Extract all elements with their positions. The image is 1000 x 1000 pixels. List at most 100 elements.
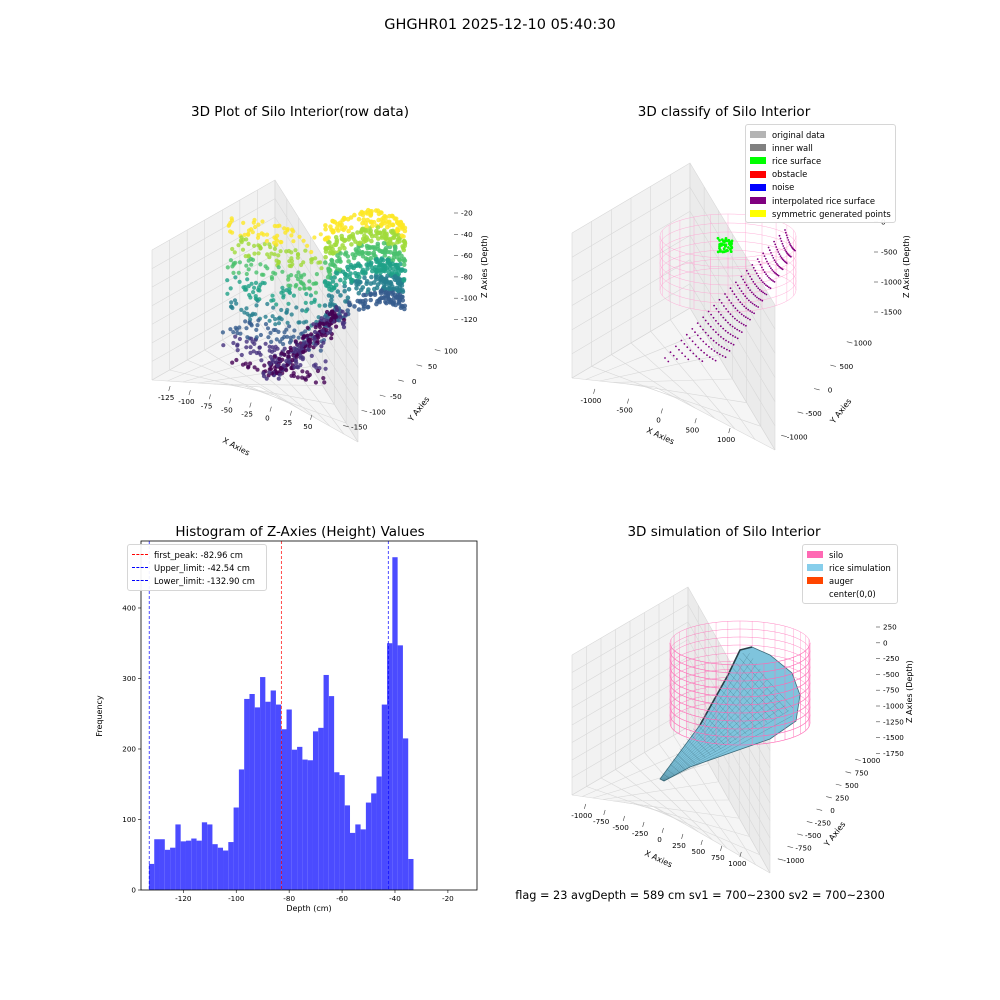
interpolated-point: [734, 327, 736, 330]
data-point: [254, 327, 259, 332]
interpolated-point: [788, 241, 791, 243]
data-point: [301, 238, 306, 243]
data-point: [332, 219, 338, 225]
interpolated-point: [789, 244, 792, 247]
histogram-bar: [159, 839, 165, 890]
data-point: [259, 231, 264, 236]
data-point: [295, 277, 301, 282]
panel1-x-ticks: -125 -100 -75 -50 -25 0 25 50: [158, 385, 313, 431]
interpolated-point: [715, 307, 718, 310]
data-point: [292, 364, 297, 370]
data-point: [282, 226, 287, 231]
pane-back-right: [275, 180, 358, 442]
interpolated-point: [723, 305, 725, 307]
histogram-bar: [185, 840, 192, 890]
interpolated-point: [785, 262, 788, 264]
data-point: [357, 274, 362, 280]
data-point: [401, 262, 407, 267]
histogram-bar: [238, 769, 245, 890]
interpolated-point: [765, 284, 767, 286]
data-point: [329, 294, 335, 299]
data-point: [334, 314, 339, 320]
interpolated-point: [686, 346, 689, 349]
interpolated-point: [704, 319, 707, 322]
data-point: [245, 277, 250, 282]
data-point: [338, 293, 343, 298]
tick-mark: [739, 851, 742, 857]
data-point: [402, 268, 408, 274]
interpolated-point: [776, 273, 779, 276]
legend-item-rice-simulation: rice simulation: [807, 561, 893, 574]
data-point: [323, 223, 328, 228]
grid-line: [204, 349, 303, 411]
panel3-histogram-chart: -120 -100 -80 -60 -40 -20 0 100 200 300 400 Depth…: [95, 540, 478, 913]
legend-item-first-peak: first_peak: -82.96 cm: [132, 548, 262, 561]
data-point: [329, 336, 334, 341]
data-point: [311, 322, 316, 327]
histogram-bar: [318, 727, 324, 890]
interpolated-point: [697, 346, 700, 349]
data-point: [275, 363, 280, 368]
data-point: [235, 348, 240, 353]
data-point: [309, 257, 314, 262]
tick-label: -150: [351, 422, 368, 431]
interpolated-point: [724, 319, 727, 322]
data-point: [393, 246, 398, 251]
data-point: [244, 339, 249, 344]
tick-label: 0: [883, 638, 888, 647]
rice-surface-point: [722, 250, 726, 254]
interpolated-point: [699, 325, 702, 328]
interpolated-point: [749, 275, 751, 278]
data-point: [273, 317, 278, 322]
histogram-y-label: Frequency: [95, 695, 104, 737]
legend-item-original-data: original data: [750, 128, 891, 141]
interpolated-point: [765, 293, 768, 296]
data-point: [289, 256, 294, 261]
data-point: [361, 302, 366, 307]
rice-surface-point: [722, 243, 726, 246]
data-point: [278, 239, 283, 245]
tick-mark: [361, 409, 368, 412]
interpolated-point: [721, 355, 724, 357]
data-point: [258, 262, 263, 267]
data-point: [252, 243, 257, 248]
data-point: [390, 222, 396, 228]
data-point: [364, 243, 370, 249]
data-point: [325, 274, 331, 280]
data-point: [233, 275, 238, 280]
data-point: [306, 337, 311, 343]
tick-label: 750: [855, 769, 869, 778]
interpolated-point: [779, 237, 782, 240]
data-point: [365, 266, 370, 271]
data-point: [301, 349, 306, 355]
data-point: [375, 244, 380, 249]
data-point: [338, 277, 343, 283]
histogram-bar: [265, 701, 271, 890]
interpolated-point: [707, 334, 710, 337]
data-point: [228, 286, 233, 291]
interpolated-point: [715, 319, 717, 322]
tick-mark: [855, 758, 861, 761]
panel2-interpolated-points: [664, 229, 796, 363]
panel2-x-ticks: -1000 -500 0 500 1000: [580, 388, 736, 444]
data-point: [272, 240, 277, 245]
interpolated-point: [727, 310, 730, 313]
interpolated-point: [702, 316, 705, 319]
data-point: [346, 228, 351, 234]
data-point: [246, 232, 251, 237]
data-point: [341, 325, 347, 330]
grid-line: [259, 386, 359, 443]
interpolated-point: [781, 242, 784, 245]
data-point: [391, 251, 397, 257]
data-point: [312, 329, 318, 335]
interpolated-point: [728, 350, 731, 352]
interpolated-point: [728, 299, 731, 301]
data-point: [383, 264, 388, 269]
data-point: [333, 270, 339, 275]
interpolated-point: [676, 358, 678, 360]
interpolated-point: [719, 353, 721, 356]
tick-label: -250: [883, 654, 900, 663]
interpolated-point: [702, 340, 705, 343]
mesh-line: [712, 698, 747, 735]
data-point: [274, 302, 279, 307]
